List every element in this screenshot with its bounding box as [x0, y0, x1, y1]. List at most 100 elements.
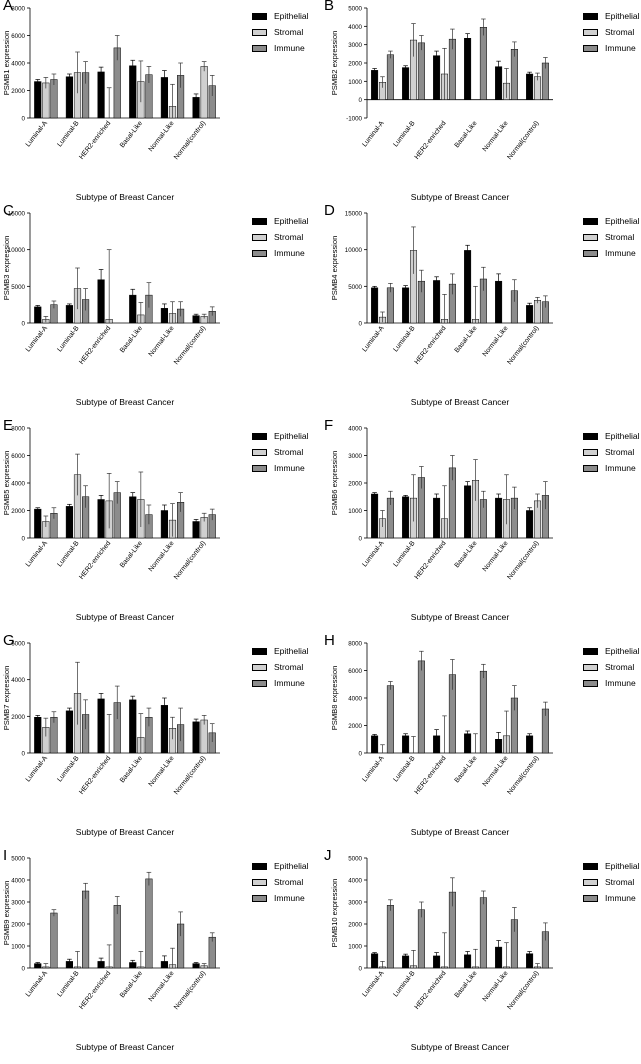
y-tick-label: 10000: [345, 247, 363, 254]
x-tick-label: Normal-Like: [148, 325, 176, 358]
legend-item-immune: Immune: [583, 460, 640, 476]
y-tick-label: 10000: [8, 247, 26, 254]
chart-svg: 0 1000 2000 3000 4000 Luminal-A Luminal-BHER2-…: [330, 426, 553, 622]
bar-epithelial: [402, 735, 410, 754]
x-tick-label: Normal(control): [173, 755, 207, 796]
chart-svg: -1000 0 1000 2000 3000 4000 5000 Luminal-A Lumin…: [330, 6, 553, 202]
y-tick-label: 5000: [348, 6, 362, 13]
y-tick-label: 1000: [11, 944, 25, 951]
legend-label: Stromal: [274, 27, 304, 37]
y-axis-label: PSMB8 expression: [330, 666, 339, 731]
legend-swatch: [583, 233, 598, 241]
y-tick-label: 2000: [11, 922, 25, 929]
x-tick-label: Luminal-A: [25, 755, 50, 784]
legend-label: Stromal: [274, 877, 304, 887]
bar-immune: [417, 660, 425, 754]
legend-label: Stromal: [605, 877, 635, 887]
legend-swatch: [583, 878, 598, 886]
legend: Epithelial Stromal Immune: [583, 8, 640, 56]
bar-immune: [50, 912, 58, 969]
legend-swatch: [583, 679, 598, 687]
bar-epithelial: [371, 287, 379, 324]
legend-swatch: [252, 894, 267, 902]
legend: Epithelial Stromal Immune: [583, 428, 640, 476]
y-tick-label: 6000: [348, 668, 362, 675]
legend-label: Epithelial: [274, 431, 309, 441]
legend: Epithelial Stromal Immune: [583, 213, 640, 261]
bar-epithelial: [97, 71, 105, 119]
panel-letter: J: [324, 847, 332, 864]
x-tick-label: Basal-Like: [119, 540, 144, 569]
x-tick-label: Luminal-A: [361, 120, 386, 149]
legend-label: Immune: [274, 248, 305, 258]
x-tick-label: Luminal-A: [361, 755, 386, 784]
x-tick-label: Normal-Like: [148, 120, 176, 153]
x-axis-title: Subtype of Breast Cancer: [411, 192, 510, 202]
legend-swatch: [583, 448, 598, 456]
legend-swatch: [252, 878, 267, 886]
x-tick-label: Normal-Like: [148, 755, 176, 788]
y-tick-label: 4000: [348, 696, 362, 703]
bar-immune: [479, 670, 487, 754]
legend: Epithelial Stromal Immune: [252, 858, 309, 906]
y-tick-label: 2000: [11, 508, 25, 515]
x-tick-label: HER2-enriched: [78, 325, 112, 366]
legend-label: Epithelial: [605, 431, 640, 441]
y-tick-label: 2000: [348, 922, 362, 929]
x-axis-title: Subtype of Breast Cancer: [411, 827, 510, 837]
y-tick-label: 4000: [348, 878, 362, 885]
bar-immune: [386, 54, 394, 100]
legend-item-stromal: Stromal: [583, 229, 640, 245]
bar-epithelial: [129, 699, 137, 754]
x-tick-label: Luminal-B: [392, 755, 417, 784]
x-tick-label: Basal-Like: [119, 120, 144, 149]
x-tick-label: Basal-Like: [454, 970, 479, 999]
chart-panel-i: I 0 1000 2000 3000 4000 5000 Luminal-A Luminal-B…: [0, 847, 320, 1061]
legend-item-epithelial: Epithelial: [252, 643, 309, 659]
bar-epithelial: [402, 67, 410, 100]
y-tick-label: 2000: [11, 714, 25, 721]
chart-panel-b: B -1000 0 1000 2000 3000 4000 5000 Luminal-A Lumi…: [321, 0, 641, 211]
bar-immune: [479, 897, 487, 969]
legend-swatch: [252, 217, 267, 225]
bar-immune: [386, 287, 394, 324]
x-tick-label: Basal-Like: [454, 325, 479, 354]
legend-swatch: [583, 894, 598, 902]
panel-letter: F: [324, 417, 334, 434]
x-axis-title: Subtype of Breast Cancer: [76, 192, 175, 202]
legend-label: Epithelial: [605, 11, 640, 21]
y-axis-label: PSMB9 expression: [2, 881, 11, 946]
x-tick-label: Normal(control): [506, 970, 540, 1011]
bar-epithelial: [526, 73, 534, 100]
bar-epithelial: [65, 76, 73, 119]
bar-epithelial: [65, 305, 73, 324]
x-tick-label: HER2-enriched: [78, 755, 112, 796]
bar-epithelial: [464, 250, 472, 324]
legend-swatch: [252, 464, 267, 472]
y-tick-label: 2000: [348, 723, 362, 730]
bar-epithelial: [371, 953, 379, 969]
y-tick-label: 4000: [348, 426, 362, 433]
bar-epithelial: [402, 955, 410, 969]
y-tick-label: 4000: [11, 61, 25, 68]
x-tick-label: HER2-enriched: [414, 540, 448, 581]
y-tick-label: 5000: [11, 284, 25, 291]
bar-epithelial: [433, 55, 441, 100]
bar-epithelial: [97, 499, 105, 539]
legend-swatch: [583, 12, 598, 20]
bar-epithelial: [464, 38, 472, 100]
legend-item-immune: Immune: [252, 245, 309, 261]
legend-label: Stromal: [605, 27, 635, 37]
bar-epithelial: [97, 698, 105, 754]
legend-label: Immune: [605, 678, 636, 688]
y-axis-label: PSMB6 expression: [330, 451, 339, 516]
x-tick-label: Normal-Like: [482, 540, 510, 573]
bar-epithelial: [34, 508, 42, 539]
x-tick-label: Luminal-A: [25, 970, 50, 999]
bar-epithelial: [65, 506, 73, 539]
bar-epithelial: [34, 81, 42, 119]
bar-immune: [50, 79, 58, 119]
x-tick-label: Luminal-B: [56, 325, 81, 354]
bar-epithelial: [495, 497, 503, 539]
legend-item-epithelial: Epithelial: [583, 8, 640, 24]
